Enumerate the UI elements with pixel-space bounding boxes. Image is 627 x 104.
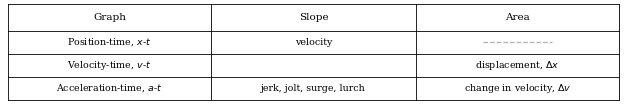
Text: Graph: Graph	[93, 13, 126, 22]
Text: displacement, $\Delta x$: displacement, $\Delta x$	[475, 59, 560, 72]
Text: velocity: velocity	[295, 38, 332, 47]
Text: Acceleration-time, $a$-$t$: Acceleration-time, $a$-$t$	[56, 83, 162, 94]
Text: jerk, jolt, surge, lurch: jerk, jolt, surge, lurch	[261, 84, 366, 93]
Text: Position-time, $x$-$t$: Position-time, $x$-$t$	[67, 37, 152, 48]
Text: Area: Area	[505, 13, 530, 22]
Text: Velocity-time, $v$-$t$: Velocity-time, $v$-$t$	[67, 59, 152, 72]
Text: Slope: Slope	[298, 13, 329, 22]
Text: change in velocity, $\Delta v$: change in velocity, $\Delta v$	[464, 82, 571, 95]
